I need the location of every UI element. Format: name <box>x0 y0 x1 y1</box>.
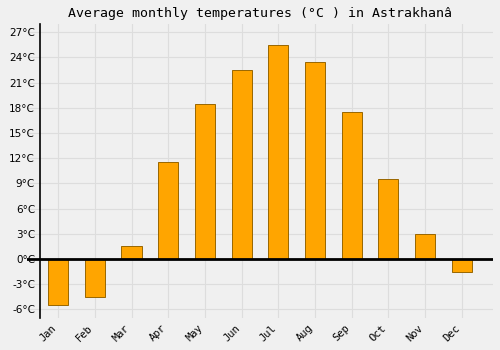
Title: Average monthly temperatures (°C ) in Astrakhanâ: Average monthly temperatures (°C ) in As… <box>68 7 452 20</box>
Bar <box>378 179 398 259</box>
Bar <box>342 112 362 259</box>
Bar <box>122 246 142 259</box>
Bar <box>232 70 252 259</box>
Bar <box>305 62 325 259</box>
Bar <box>195 104 215 259</box>
Bar <box>452 259 472 272</box>
Bar <box>158 162 178 259</box>
Bar <box>415 234 435 259</box>
Bar <box>48 259 68 305</box>
Bar <box>85 259 105 297</box>
Bar <box>268 45 288 259</box>
